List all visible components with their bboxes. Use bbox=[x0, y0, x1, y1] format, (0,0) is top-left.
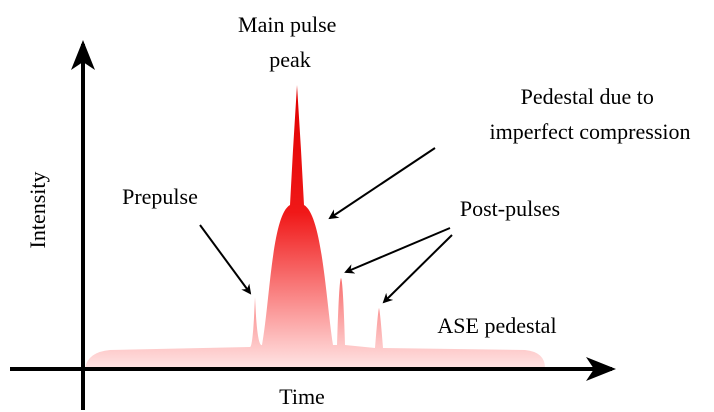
post-pulse-arrow bbox=[344, 227, 451, 274]
pulse-shape bbox=[85, 85, 545, 368]
prepulse-arrow bbox=[199, 224, 252, 295]
label-line: Pedestal due to bbox=[521, 84, 654, 109]
label-line: peak bbox=[269, 47, 311, 72]
pedestal-label: Pedestal due to imperfect compression bbox=[490, 84, 691, 144]
main-peak-label: Main pulse peak bbox=[238, 12, 342, 72]
x-axis-label: Time bbox=[279, 384, 325, 409]
pedestal-arrow bbox=[328, 147, 436, 220]
label-line: imperfect compression bbox=[490, 119, 691, 144]
post-pulses-label: Post-pulses bbox=[460, 196, 560, 221]
label-line: Main pulse bbox=[238, 12, 336, 37]
post-pulse-arrow bbox=[382, 234, 453, 304]
prepulse-label: Prepulse bbox=[122, 184, 198, 209]
ase-pedestal-label: ASE pedestal bbox=[437, 313, 556, 338]
y-axis-label: Intensity bbox=[25, 172, 50, 249]
